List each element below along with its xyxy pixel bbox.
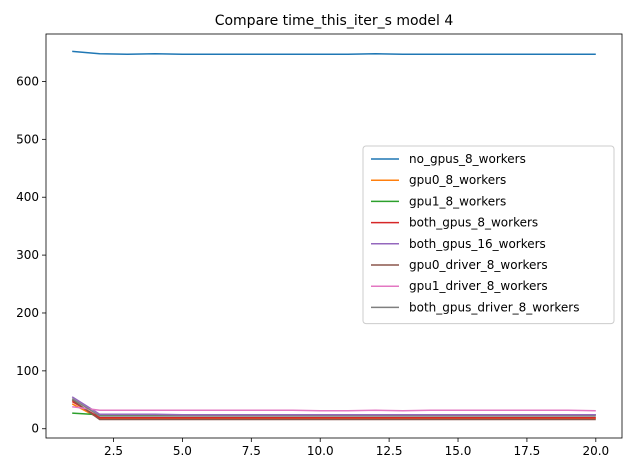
x-tick-label: 5.0 — [173, 444, 192, 458]
x-tick-label: 20.0 — [582, 444, 609, 458]
x-tick-label: 7.5 — [242, 444, 261, 458]
legend-label: both_gpus_16_workers — [409, 237, 546, 251]
legend-label: gpu0_driver_8_workers — [409, 258, 548, 272]
x-tick-label: 17.5 — [514, 444, 541, 458]
series-line-both-gpus-16-workers — [71, 396, 596, 416]
x-tick-label: 10.0 — [307, 444, 334, 458]
legend-label: both_gpus_8_workers — [409, 216, 538, 230]
legend-label: both_gpus_driver_8_workers — [409, 300, 579, 314]
y-tick-label: 300 — [16, 248, 39, 262]
legend-label: no_gpus_8_workers — [409, 152, 526, 166]
x-axis: 2.5 5.0 7.5 10.0 12.5 15.0 17.5 20.0 — [104, 438, 609, 458]
y-tick-label: 200 — [16, 306, 39, 320]
series-layer — [71, 50, 596, 421]
x-tick-label: 2.5 — [104, 444, 123, 458]
x-tick-label: 15.0 — [445, 444, 472, 458]
plot-frame — [45, 33, 623, 439]
series-line-both-gpus-8-workers — [71, 400, 596, 419]
series-line-gpu1-driver-8-workers — [72, 405, 596, 412]
y-tick-label: 400 — [16, 190, 39, 204]
legend-label: gpu1_8_workers — [409, 194, 506, 208]
legend: no_gpus_8_workers gpu0_8_workers gpu1_8_wo… — [362, 145, 615, 325]
y-tick-label: 100 — [16, 364, 39, 378]
series-line-no-gpus-8-workers — [72, 50, 596, 56]
series-line-both-gpus-driver-8-workers — [71, 397, 596, 417]
x-tick-label: 12.5 — [376, 444, 403, 458]
legend-label: gpu1_driver_8_workers — [409, 279, 548, 293]
y-tick-label: 0 — [31, 422, 39, 436]
y-tick-label: 500 — [16, 132, 39, 146]
legend-box — [362, 145, 615, 325]
chart-title: Compare time_this_iter_s model 4 — [215, 13, 454, 29]
legend-label: gpu0_8_workers — [409, 173, 506, 187]
series-line-gpu0-driver-8-workers — [71, 399, 596, 421]
y-axis: 0 100 200 300 400 500 600 — [16, 74, 46, 436]
y-tick-label: 600 — [16, 74, 39, 88]
